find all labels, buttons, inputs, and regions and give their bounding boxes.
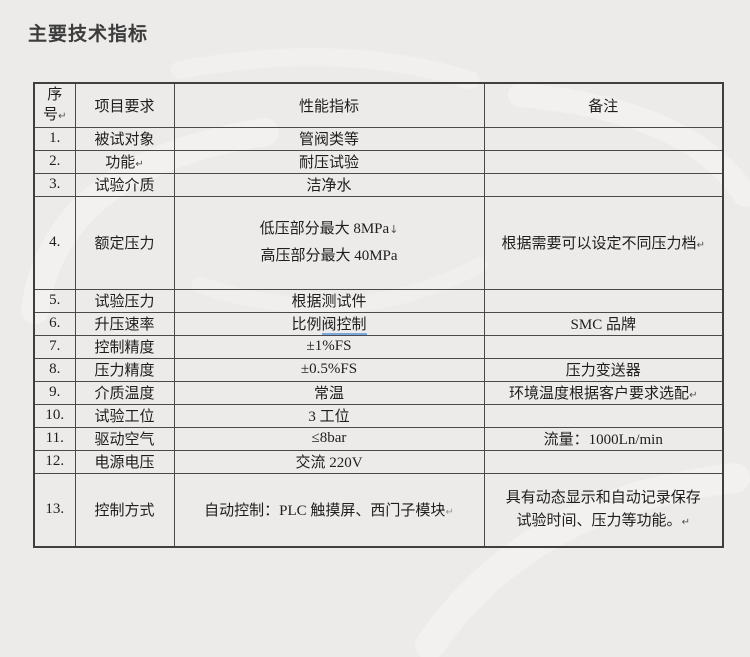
cell-no: 6. (33, 311, 76, 336)
cell-remark (483, 126, 724, 151)
table-row: 13. 控制方式 自动控制：PLC 触摸屏、西门子模块↵ 具有动态显示和自动记录… (33, 472, 724, 548)
return-mark: ↵ (696, 240, 705, 251)
cell-no: 7. (33, 334, 76, 359)
cell-item: 电源电压 (74, 449, 175, 474)
return-mark: ↵ (681, 516, 690, 528)
cell-item: 试验压力 (74, 288, 175, 313)
cell-remark: 压力变送器 (483, 357, 724, 382)
cell-no: 13. (33, 472, 76, 548)
cell-spec: 洁净水 (173, 172, 485, 197)
spellcheck-underline: 阀控制 (321, 317, 367, 334)
return-mark: ↵ (58, 111, 67, 123)
table-row: 6. 升压速率 比例阀控制 SMC 品牌 (33, 311, 724, 336)
cell-remark (483, 172, 724, 197)
cell-spec: 3 工位 (173, 403, 485, 428)
cell-no: 3. (33, 172, 76, 197)
cell-item: 额定压力 (74, 195, 175, 290)
cell-spec: 交流 220V (173, 449, 485, 474)
cell-item: 试验工位 (74, 403, 175, 428)
cell-remark (483, 403, 724, 428)
cell-remark: SMC 品牌 (483, 311, 724, 336)
table-row: 12. 电源电压 交流 220V (33, 449, 724, 474)
page-title: 主要技术指标 (28, 24, 149, 45)
header-spec: 性能指标 (173, 82, 485, 128)
cell-item: 控制精度 (74, 334, 175, 359)
cell-remark: 流量：1000Ln/min (483, 426, 724, 451)
cell-no: 11. (33, 426, 76, 451)
table-row: 1. 被试对象 管阀类等 (33, 126, 724, 151)
cell-spec: 低压部分最大 8MPa↓ 高压部分最大 40MPa (173, 195, 485, 290)
table-row: 7. 控制精度 ±1%FS (33, 334, 724, 359)
cell-spec: ±1%FS (173, 334, 485, 359)
table-header-row: 序号↵ 项目要求 性能指标 备注 (33, 82, 724, 128)
header-remark: 备注 (483, 82, 724, 128)
cell-spec: 管阀类等 (173, 126, 485, 151)
table-row: 5. 试验压力 根据测试件 (33, 288, 724, 313)
return-mark: ↵ (689, 390, 698, 401)
cell-no: 9. (33, 380, 76, 405)
header-item: 项目要求 (74, 82, 175, 128)
cell-no: 4. (33, 195, 76, 290)
cell-remark: 具有动态显示和自动记录保存 试验时间、压力等功能。↵ (483, 472, 724, 548)
return-mark: ↵ (445, 507, 454, 519)
table-row: 3. 试验介质 洁净水 (33, 172, 724, 197)
cell-item: 被试对象 (74, 126, 175, 151)
cell-spec: ≤8bar (173, 426, 485, 451)
cell-remark (483, 288, 724, 313)
table-row: 8. 压力精度 ±0.5%FS 压力变送器 (33, 357, 724, 382)
cell-remark: 根据需要可以设定不同压力档↵ (483, 195, 724, 290)
cell-no: 5. (33, 288, 76, 313)
cell-item: 功能↵ (74, 149, 175, 174)
cell-spec: 自动控制：PLC 触摸屏、西门子模块↵ (173, 472, 485, 548)
cell-no: 12. (33, 449, 76, 474)
cell-item: 驱动空气 (74, 426, 175, 451)
table-row: 9. 介质温度 常温 环境温度根据客户要求选配↵ (33, 380, 724, 405)
cell-spec: ±0.5%FS (173, 357, 485, 382)
linebreak-mark: ↓ (389, 222, 399, 236)
cell-item: 升压速率 (74, 311, 175, 336)
table-row: 11. 驱动空气 ≤8bar 流量：1000Ln/min (33, 426, 724, 451)
cell-remark: 环境温度根据客户要求选配↵ (483, 380, 724, 405)
cell-no: 8. (33, 357, 76, 382)
table-row: 10. 试验工位 3 工位 (33, 403, 724, 428)
cell-item: 控制方式 (74, 472, 175, 548)
table-row: 4. 额定压力 低压部分最大 8MPa↓ 高压部分最大 40MPa 根据需要可以设… (33, 195, 724, 290)
cell-item: 试验介质 (74, 172, 175, 197)
cell-remark (483, 449, 724, 474)
cell-remark (483, 149, 724, 174)
cell-no: 1. (33, 126, 76, 151)
cell-item: 介质温度 (74, 380, 175, 405)
spec-table: 序号↵ 项目要求 性能指标 备注 1. 被试对象 管阀类等 2. 功能↵ 耐压试… (33, 82, 724, 548)
cell-spec: 耐压试验 (173, 149, 485, 174)
return-mark: ↵ (135, 159, 144, 170)
cell-item: 压力精度 (74, 357, 175, 382)
cell-no: 2. (33, 149, 76, 174)
cell-spec: 比例阀控制 (173, 311, 485, 336)
table-row: 2. 功能↵ 耐压试验 (33, 149, 724, 174)
cell-no: 10. (33, 403, 76, 428)
cell-spec: 常温 (173, 380, 485, 405)
cell-spec: 根据测试件 (173, 288, 485, 313)
cell-remark (483, 334, 724, 359)
header-no: 序号↵ (33, 82, 76, 128)
